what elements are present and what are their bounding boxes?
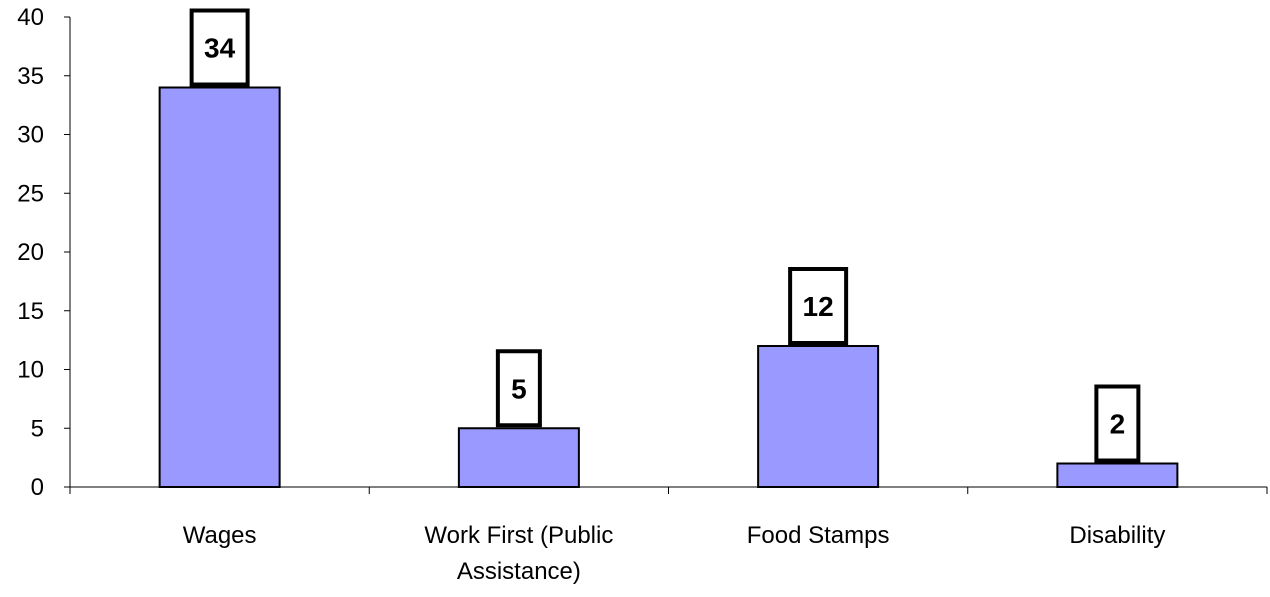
y-tick-label: 0 xyxy=(31,474,44,501)
bars xyxy=(158,86,1179,488)
x-tick-label: Food Stamps xyxy=(747,522,890,549)
bar xyxy=(757,345,880,488)
x-tick-label: Disability xyxy=(1069,522,1165,549)
data-label-box xyxy=(189,8,250,87)
y-tick-label: 40 xyxy=(17,4,44,31)
y-tick-label: 20 xyxy=(17,239,44,266)
y-tick-label: 5 xyxy=(31,415,44,442)
y-tick-label: 15 xyxy=(17,298,44,325)
bar xyxy=(158,86,281,488)
data-labels: 34 5 12 2 xyxy=(189,8,1141,463)
data-label-box xyxy=(788,267,849,345)
bar xyxy=(1056,462,1179,488)
data-label: 2 xyxy=(1110,409,1126,440)
x-tick-label: Work First (Public Assistance) xyxy=(424,522,613,585)
y-tick-label: 25 xyxy=(17,180,44,207)
data-label-box xyxy=(1094,384,1141,463)
bar xyxy=(457,427,580,488)
data-label: 12 xyxy=(803,291,834,322)
data-label-box xyxy=(495,349,542,428)
y-tick-label: 30 xyxy=(17,122,44,149)
x-tick-label: Wages xyxy=(183,522,257,549)
y-tick-label: 10 xyxy=(17,357,44,384)
data-label: 5 xyxy=(511,373,527,404)
data-label: 34 xyxy=(204,33,236,64)
y-tick-label: 35 xyxy=(17,63,44,90)
